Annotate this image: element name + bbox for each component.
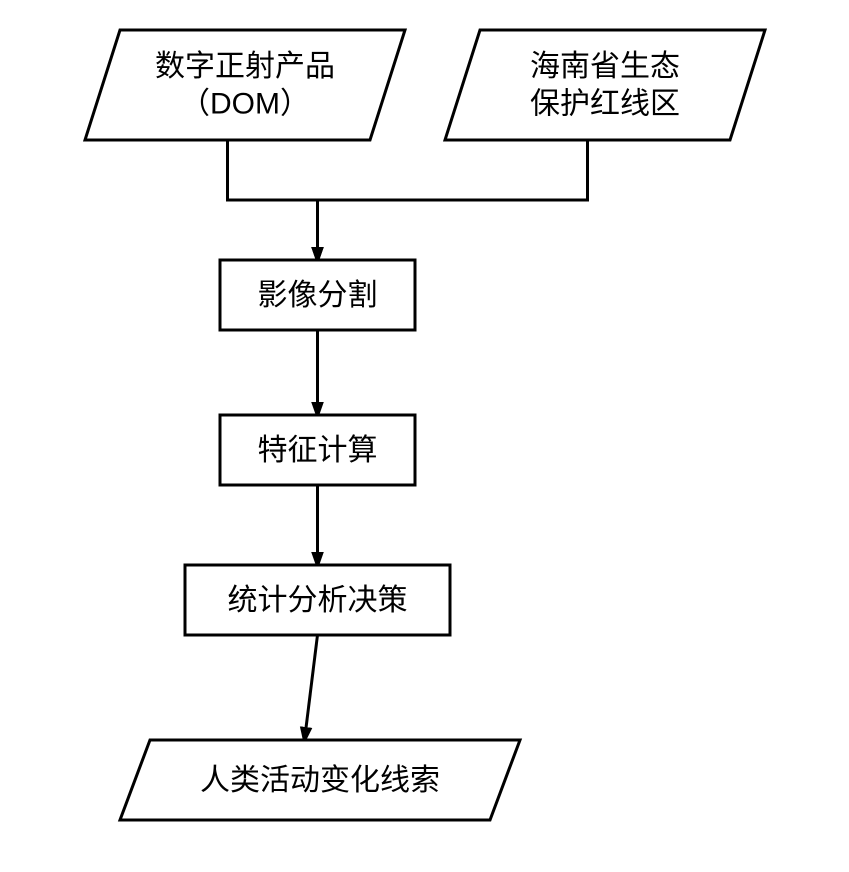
edge-input-right-step-seg (318, 140, 588, 256)
node-step-feat-label-0: 特征计算 (258, 434, 378, 467)
node-input-right-label-0: 海南省生态 (530, 50, 680, 83)
node-step-stat-label-0: 统计分析决策 (228, 584, 408, 617)
node-input-left-label-1: （DOM） (180, 88, 310, 121)
edge-step-stat-output (305, 635, 318, 736)
node-input-left-label-0: 数字正射产品 (155, 50, 335, 83)
node-input-right: 海南省生态保护红线区 (445, 30, 765, 140)
flowchart-canvas: 数字正射产品 （DOM） 海南省生态保护红线区影像分割特征计算统计分析决策人类活动变… (0, 0, 849, 872)
node-step-seg: 影像分割 (220, 260, 415, 330)
node-input-left: 数字正射产品 （DOM） (85, 30, 405, 140)
edge-input-left-step-seg (228, 140, 318, 256)
node-step-stat: 统计分析决策 (185, 565, 450, 635)
node-step-feat: 特征计算 (220, 415, 415, 485)
node-step-seg-label-0: 影像分割 (258, 279, 378, 312)
node-output-label-0: 人类活动变化线索 (200, 764, 440, 797)
node-output: 人类活动变化线索 (120, 740, 520, 820)
node-input-right-label-1: 保护红线区 (530, 88, 680, 121)
